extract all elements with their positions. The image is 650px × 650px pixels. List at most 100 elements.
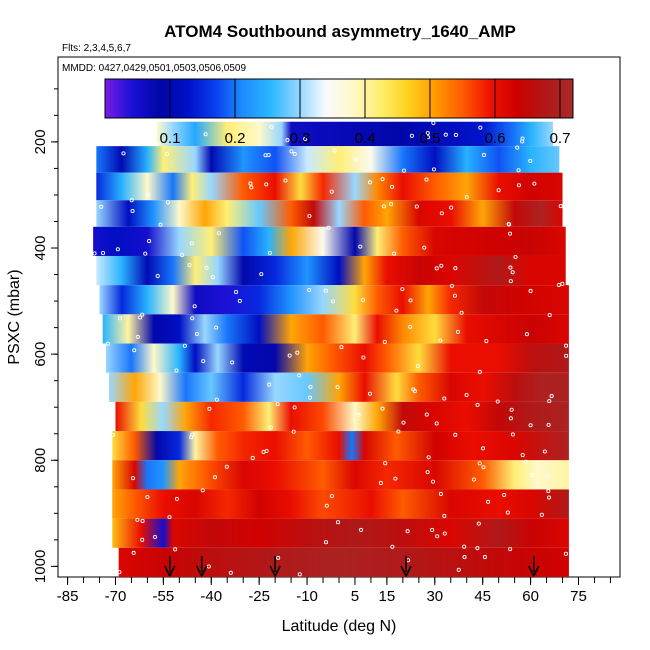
sample-dot — [329, 189, 334, 194]
sample-dot — [426, 455, 431, 460]
sample-dot — [361, 297, 366, 303]
sample-dot — [453, 132, 459, 138]
sample-dot — [455, 329, 460, 334]
sample-dot — [117, 316, 123, 321]
heatmap-band — [96, 200, 563, 227]
heatmap-bands — [93, 121, 569, 577]
sample-dot — [449, 283, 455, 288]
sample-dot — [135, 334, 140, 339]
sample-dot — [442, 531, 447, 536]
sample-dot — [409, 133, 414, 138]
sample-dot — [481, 465, 486, 470]
sample-dot — [140, 537, 145, 542]
sample-dot — [425, 135, 431, 140]
sample-dot — [228, 570, 233, 575]
sample-dot — [147, 239, 152, 244]
x-tick-label: 30 — [426, 588, 443, 605]
sample-dot — [135, 517, 140, 522]
heatmap-band — [118, 547, 569, 577]
sample-dot — [158, 222, 163, 227]
sample-dot — [408, 298, 413, 303]
sample-dot — [250, 455, 255, 461]
sample-dot — [359, 527, 364, 532]
sample-dot — [267, 250, 272, 255]
sample-dot — [145, 495, 150, 500]
sample-dot — [505, 510, 510, 515]
sample-dot — [297, 572, 302, 577]
profile-arrow — [528, 556, 540, 578]
heatmap-band — [93, 226, 566, 256]
dates-label: MMDD: 0427,0429,0501,0503,0506,0509 — [62, 63, 246, 74]
sample-dot — [484, 339, 489, 344]
sample-dot — [438, 338, 443, 343]
sample-dot — [130, 476, 136, 481]
sample-dot — [508, 279, 513, 284]
sample-dot — [507, 231, 513, 236]
y-tick-label: 1000 — [32, 550, 49, 583]
colorbar-tick-label: 0.7 — [550, 130, 571, 147]
sample-dot — [462, 555, 467, 560]
sample-dot — [464, 392, 469, 398]
sample-dot — [401, 168, 407, 173]
sample-dot — [356, 412, 361, 417]
sample-dot — [283, 178, 288, 183]
sample-dot — [285, 138, 290, 143]
sample-dot — [408, 324, 413, 329]
colorbar-tick-label: 0.2 — [225, 130, 246, 147]
sample-dot — [528, 288, 533, 294]
sample-dot — [297, 373, 302, 378]
sample-dot — [289, 149, 294, 154]
heatmap-band — [112, 460, 569, 490]
heatmap-band — [99, 285, 569, 315]
sample-dot — [486, 499, 491, 504]
sample-dot — [459, 310, 464, 315]
x-tick-label: 45 — [474, 588, 491, 605]
colorbar-tick-label: 0.3 — [290, 130, 311, 147]
sample-dot — [307, 213, 312, 219]
sample-dot — [267, 382, 272, 387]
sample-dot — [482, 555, 487, 560]
sample-dot — [390, 184, 395, 189]
sample-dot — [513, 255, 518, 260]
sample-dot — [434, 266, 439, 271]
sample-dot — [443, 132, 448, 137]
sample-dot — [367, 180, 372, 185]
sample-dot — [291, 429, 296, 434]
sample-dot — [200, 488, 205, 493]
sample-dot — [520, 453, 525, 458]
heatmap-band — [105, 343, 569, 373]
sample-dot — [506, 222, 512, 227]
colorbar-tick-label: 0.1 — [160, 130, 181, 147]
sample-dot — [308, 384, 313, 389]
sample-dot — [392, 251, 397, 256]
sample-dot — [295, 350, 300, 355]
colorbar-tick-label: 0.6 — [485, 130, 506, 147]
sample-dot — [174, 496, 179, 501]
sample-dot — [204, 265, 209, 270]
sample-dot — [390, 544, 395, 549]
sample-dot — [378, 480, 383, 486]
sample-dot — [129, 198, 134, 203]
sample-dot — [394, 308, 399, 313]
sample-dot — [452, 293, 457, 298]
sample-dot — [263, 153, 268, 158]
sample-dot — [510, 432, 515, 437]
x-tick-label: -70 — [105, 588, 127, 605]
sample-dot — [405, 529, 410, 534]
x-tick-label: -10 — [296, 588, 318, 605]
sample-dot — [453, 432, 458, 437]
sample-dot — [425, 470, 430, 475]
sample-dot — [431, 120, 436, 126]
sample-dot — [237, 298, 242, 304]
sample-dot — [361, 355, 366, 360]
sample-dot — [152, 534, 158, 540]
sample-dot — [523, 459, 528, 464]
sample-dot — [477, 461, 482, 466]
sample-dot — [508, 416, 513, 421]
sample-dot — [476, 521, 481, 526]
sample-dot — [546, 422, 551, 427]
sample-dot — [389, 202, 394, 207]
x-tick-label: -85 — [57, 588, 79, 605]
sample-dot — [268, 425, 273, 430]
